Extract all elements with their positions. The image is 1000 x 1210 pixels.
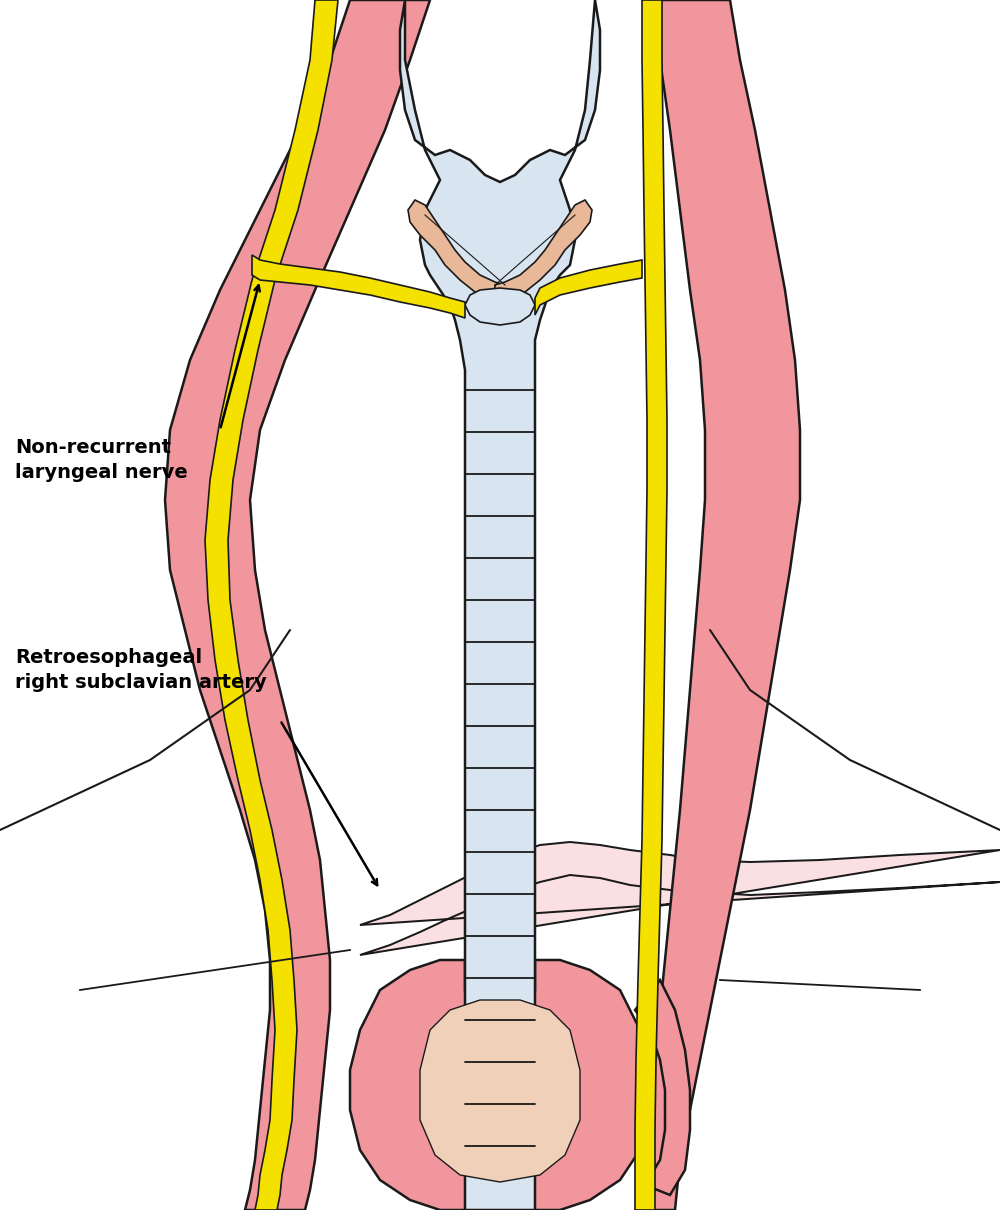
Polygon shape bbox=[495, 200, 592, 305]
Polygon shape bbox=[360, 842, 1000, 955]
Polygon shape bbox=[205, 0, 338, 1210]
Polygon shape bbox=[165, 0, 430, 1210]
Text: Non-recurrent
laryngeal nerve: Non-recurrent laryngeal nerve bbox=[15, 438, 188, 482]
Polygon shape bbox=[252, 255, 465, 318]
Polygon shape bbox=[535, 260, 642, 315]
Polygon shape bbox=[420, 999, 580, 1182]
Polygon shape bbox=[640, 0, 800, 1210]
Polygon shape bbox=[350, 960, 650, 1210]
Polygon shape bbox=[635, 980, 690, 1195]
Polygon shape bbox=[635, 0, 667, 1210]
Polygon shape bbox=[408, 200, 505, 305]
Polygon shape bbox=[400, 0, 600, 1210]
Polygon shape bbox=[465, 288, 535, 325]
Text: Retroesophageal
right subclavian artery: Retroesophageal right subclavian artery bbox=[15, 649, 267, 692]
